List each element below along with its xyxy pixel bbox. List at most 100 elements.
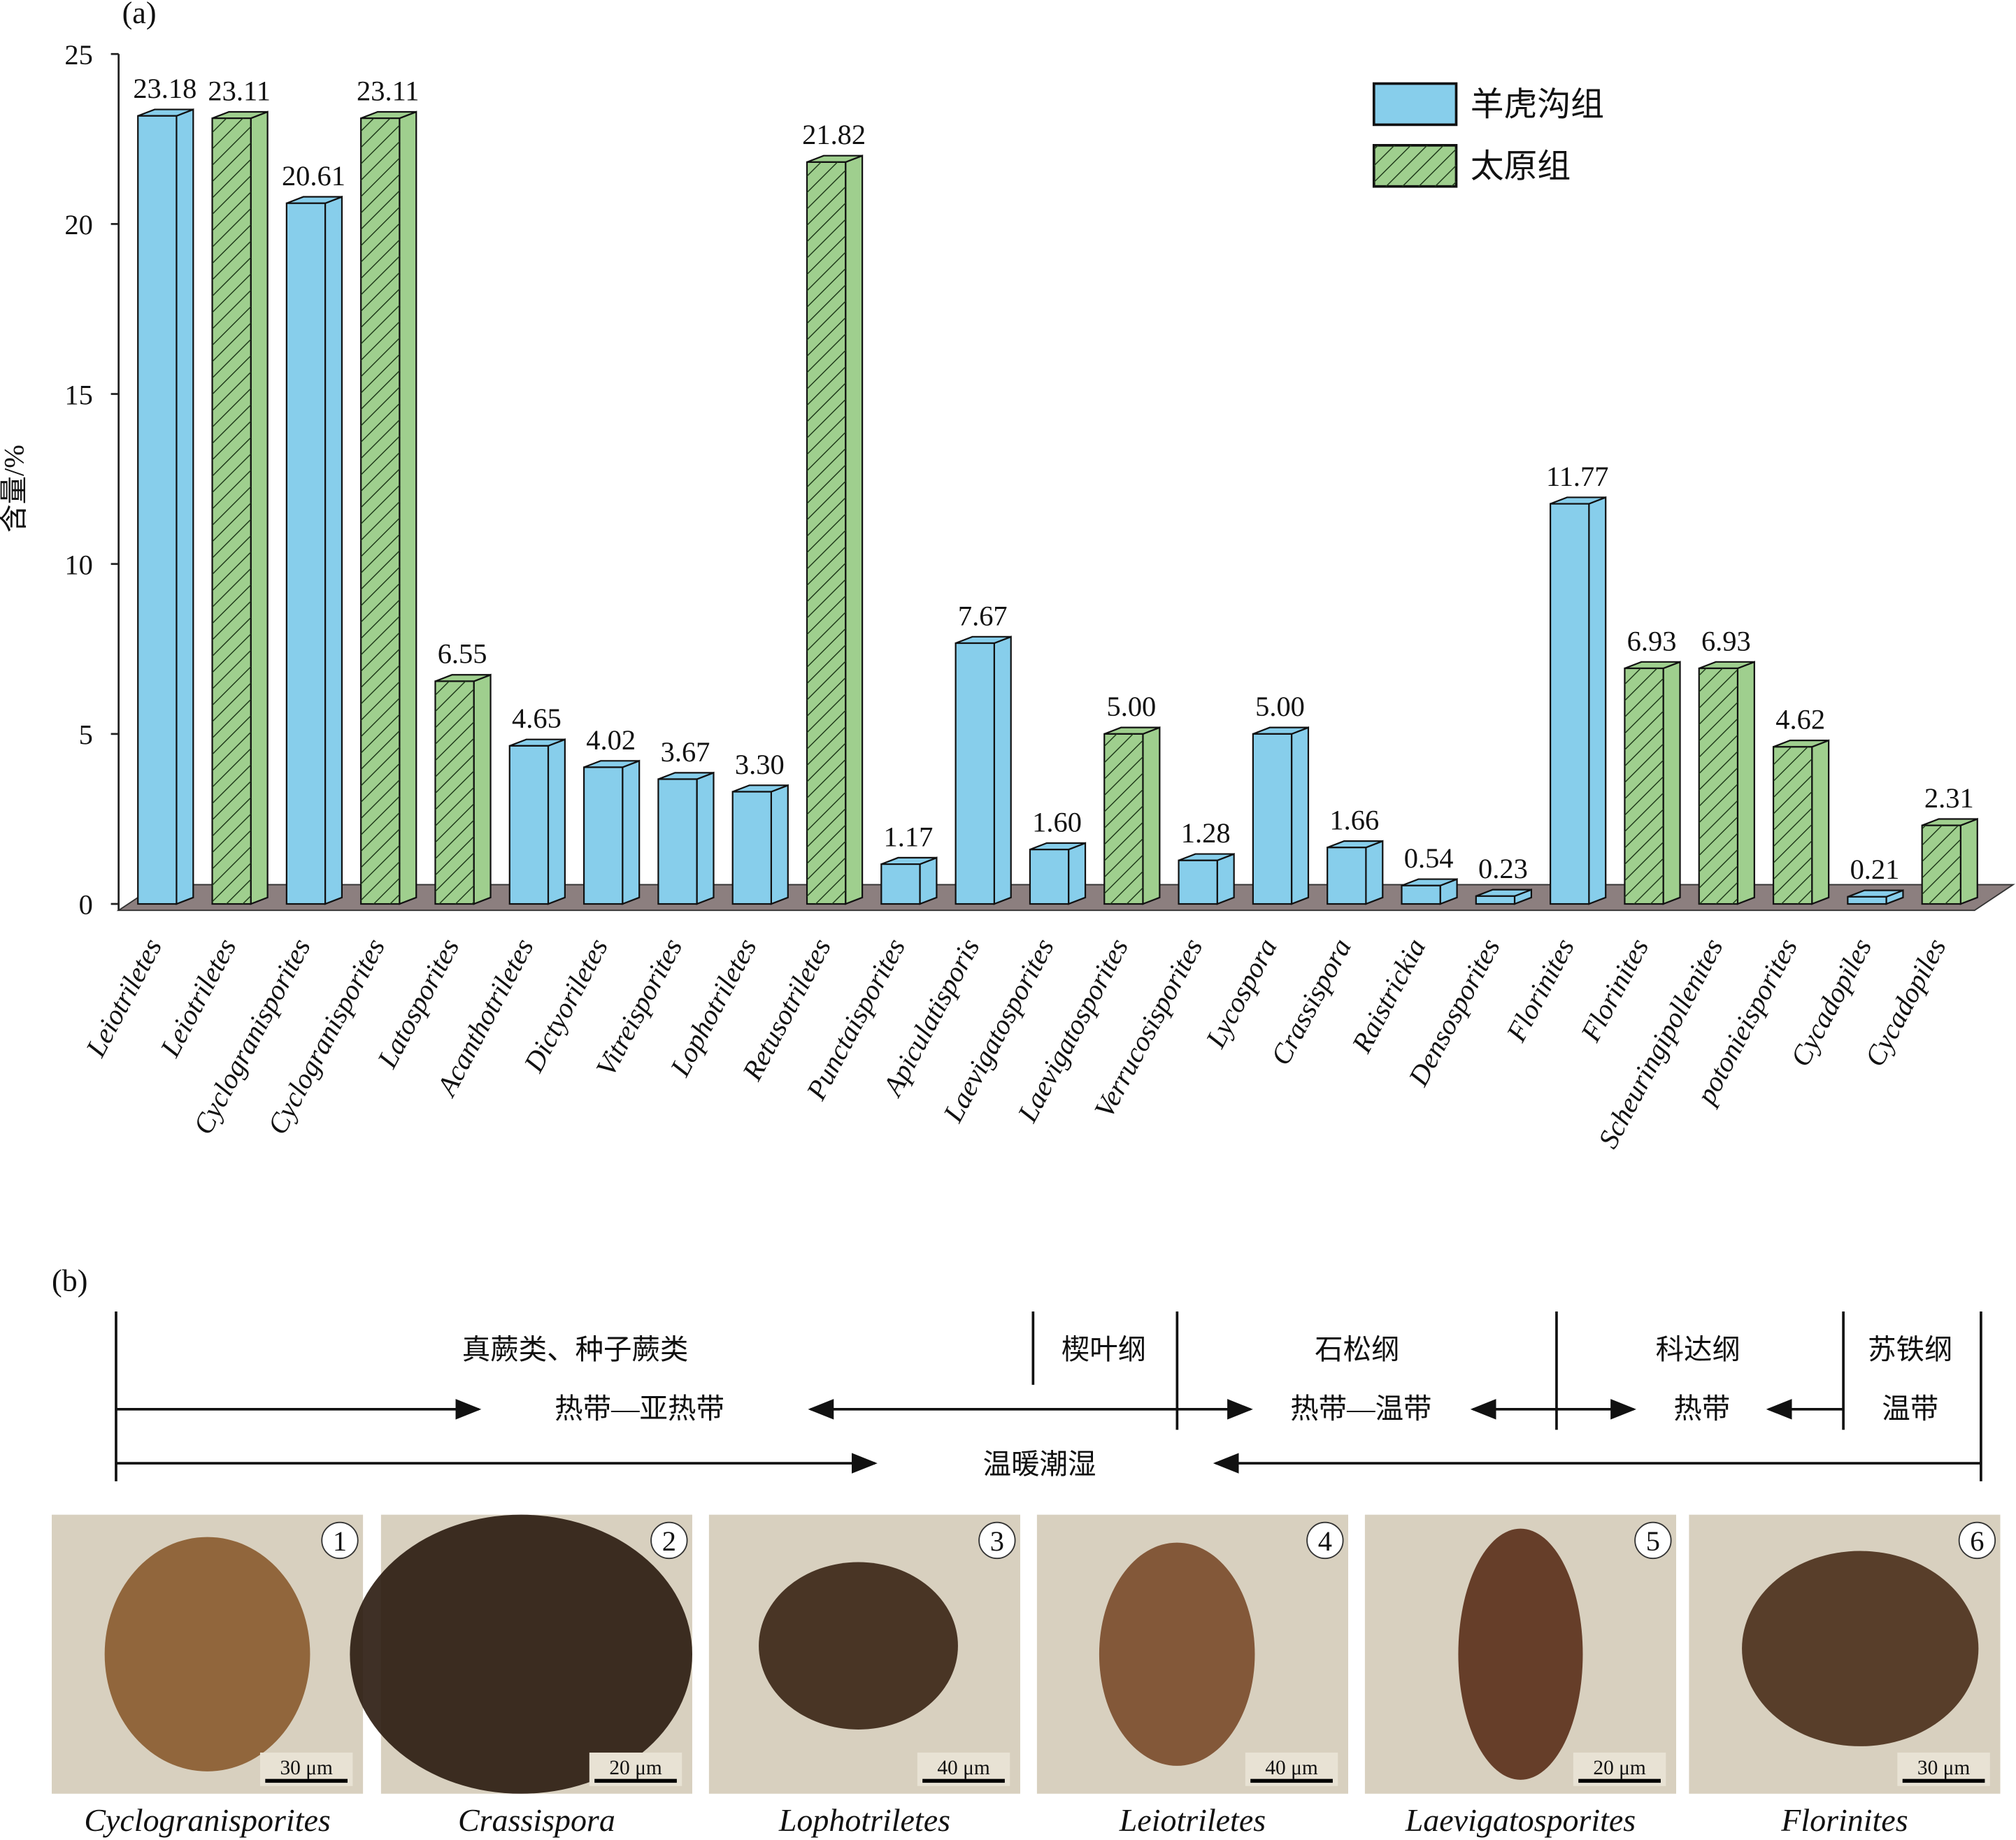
photo-number-bg (978, 1521, 1016, 1560)
value-label: 4.62 (1775, 704, 1825, 735)
photo-caption: Crassispora (458, 1802, 615, 1838)
specimen (350, 1514, 692, 1794)
value-label: 3.30 (735, 749, 785, 780)
bar-side (1068, 842, 1087, 905)
value-label: 23.18 (133, 73, 196, 104)
bar-side (473, 673, 492, 905)
x-tick-label: Florinites (1500, 933, 1580, 1047)
specimen (759, 1562, 958, 1730)
value-label: 20.61 (282, 160, 345, 192)
bar-side (1142, 726, 1161, 905)
photo-caption: Laevigatosporites (1405, 1802, 1636, 1838)
bar-hatch (435, 681, 474, 905)
bar-side (1736, 661, 1755, 905)
value-label: 1.17 (884, 821, 934, 852)
bar-hatch (361, 118, 400, 905)
value-label: 6.93 (1701, 625, 1751, 656)
climate-label: 热带—亚热带 (555, 1393, 724, 1425)
photo-number: 6 (1970, 1525, 1984, 1557)
value-label: 23.11 (357, 75, 420, 106)
value-label: 1.60 (1032, 806, 1082, 838)
photo-caption: Leiotriletes (1119, 1802, 1266, 1838)
bar-side (993, 635, 1012, 905)
group-label: 科达纲 (1656, 1334, 1740, 1365)
x-tick-label: Leiotriletes (154, 933, 243, 1063)
bar (582, 766, 624, 905)
bar-hatch (1922, 825, 1961, 905)
value-label: 0.54 (1404, 842, 1454, 874)
photo-number-bg (321, 1521, 359, 1560)
value-label: 11.77 (1546, 461, 1609, 492)
climate-label: 热带—温带 (1290, 1393, 1431, 1425)
group-label: 真蕨类、种子蕨类 (462, 1334, 689, 1365)
legend-hatch (1373, 145, 1457, 187)
bar (955, 642, 995, 905)
photo-row: 1 30 μm Cyclogranisporites 2 20 μm Crassispor… (52, 1514, 2001, 1838)
y-axis-title: 含量/% (0, 445, 30, 533)
scale-label: 30 μm (280, 1757, 333, 1779)
group-label: 楔叶纲 (1061, 1334, 1146, 1365)
scale-label: 40 μm (937, 1757, 990, 1779)
bar-side (622, 759, 641, 905)
value-label: 1.66 (1329, 805, 1379, 836)
value-label: 3.67 (661, 736, 710, 768)
bar (1847, 896, 1887, 905)
photo-caption: Lophotriletes (778, 1802, 950, 1838)
scale-label: 30 μm (1917, 1757, 1971, 1779)
bar-side (770, 784, 789, 905)
bar-side (399, 110, 417, 905)
specimen (1458, 1528, 1583, 1780)
panel-label: (a) (122, 0, 157, 30)
bar-side (696, 771, 715, 905)
scale-label: 20 μm (609, 1757, 662, 1779)
diagram: 真蕨类、种子蕨类 楔叶纲 石松纲 科达纲 苏铁纲 热带—亚热带 热带—温带 热带… (115, 1311, 1982, 1481)
legend-swatch (1372, 82, 1458, 127)
specimen (104, 1537, 310, 1771)
climate-label: 温带 (1882, 1393, 1938, 1425)
bar (508, 745, 550, 905)
bar-hatch (1699, 668, 1738, 905)
x-tick-label: Florinites (1574, 933, 1654, 1047)
bar (1178, 859, 1218, 905)
y-tick-label: 10 (64, 549, 92, 580)
panel-label: (b) (52, 1264, 87, 1298)
humidity-label: 温暖潮湿 (983, 1449, 1096, 1480)
group-label: 石松纲 (1315, 1334, 1399, 1365)
bar (880, 863, 921, 905)
climate-label: 热带 (1673, 1393, 1730, 1425)
bar-side (1290, 726, 1310, 905)
photo-caption: Cyclogranisporites (84, 1802, 330, 1838)
value-label: 1.28 (1181, 817, 1231, 849)
legend-label: 羊虎沟组 (1471, 87, 1604, 124)
photo-number-bg (1634, 1521, 1672, 1560)
value-label: 6.55 (438, 638, 487, 670)
bar (1327, 847, 1367, 905)
bar (137, 115, 178, 905)
value-label: 6.93 (1627, 625, 1677, 656)
y-tick-label: 25 (64, 39, 92, 71)
bar (1252, 733, 1293, 905)
scale-label: 40 μm (1265, 1757, 1318, 1779)
photo-number: 3 (990, 1525, 1004, 1557)
y-tick-label: 15 (64, 379, 92, 410)
value-label: 4.02 (586, 724, 636, 756)
photo-number: 4 (1318, 1525, 1332, 1557)
legend-label: 太原组 (1471, 148, 1571, 185)
value-label: 0.23 (1478, 853, 1528, 884)
specimen (1742, 1551, 1979, 1746)
bar-side (1662, 661, 1681, 905)
photo-number: 5 (1646, 1525, 1660, 1557)
bar-side (250, 110, 269, 905)
x-tick-label: Lycospora (1199, 933, 1283, 1054)
bar-hatch (1773, 747, 1813, 905)
x-tick-label: Leiotriletes (79, 933, 168, 1063)
group-label: 苏铁纲 (1868, 1334, 1952, 1365)
photo-caption: Florinites (1780, 1802, 1908, 1838)
bar-side (1216, 852, 1235, 905)
bar-side (324, 195, 343, 905)
value-label: 23.11 (208, 75, 271, 106)
bar (1550, 503, 1590, 905)
value-label: 2.31 (1924, 782, 1974, 814)
photo-number: 1 (333, 1525, 347, 1557)
